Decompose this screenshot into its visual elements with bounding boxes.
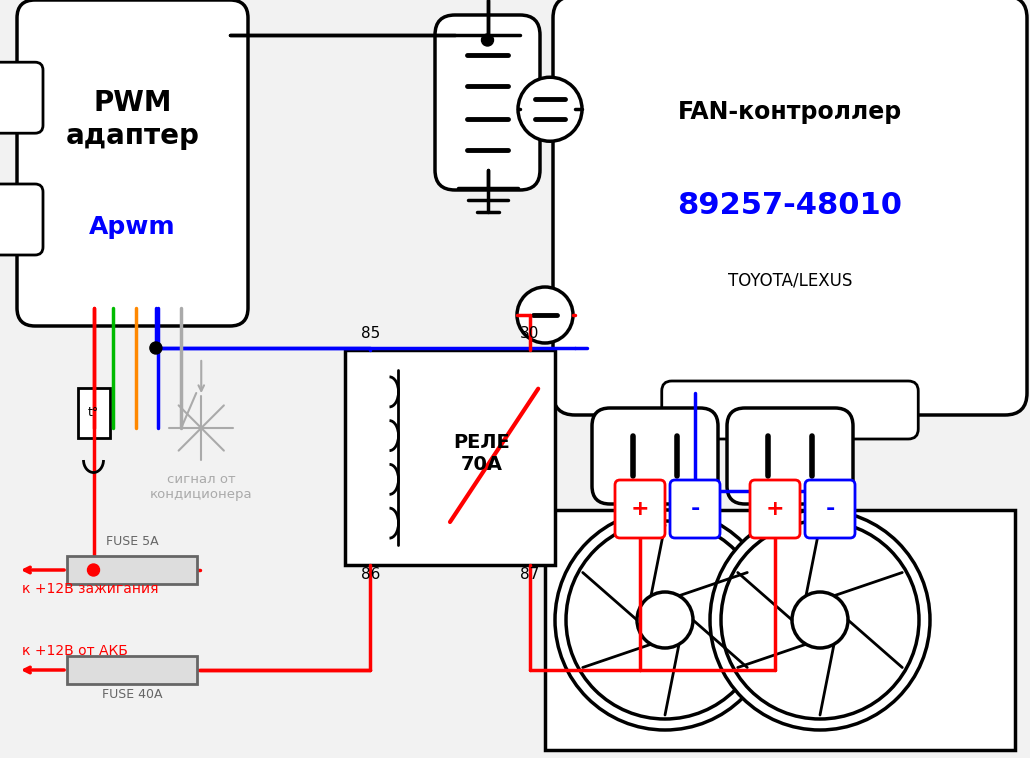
Circle shape — [150, 342, 162, 354]
Circle shape — [481, 34, 493, 46]
Circle shape — [710, 510, 930, 730]
Circle shape — [517, 287, 573, 343]
Text: TOYOTA/LEXUS: TOYOTA/LEXUS — [728, 271, 852, 290]
Text: к +12В от АКБ: к +12В от АКБ — [22, 644, 128, 658]
FancyBboxPatch shape — [805, 480, 855, 538]
FancyBboxPatch shape — [553, 0, 1027, 415]
Circle shape — [637, 592, 693, 648]
FancyBboxPatch shape — [18, 0, 248, 326]
FancyBboxPatch shape — [661, 381, 919, 439]
Text: PWM
адаптер: PWM адаптер — [66, 89, 200, 149]
Bar — [67, 556, 197, 584]
Text: 89257-48010: 89257-48010 — [678, 191, 902, 220]
FancyBboxPatch shape — [435, 15, 540, 190]
FancyBboxPatch shape — [615, 480, 665, 538]
FancyBboxPatch shape — [0, 184, 43, 255]
Bar — [345, 350, 555, 565]
FancyBboxPatch shape — [727, 408, 853, 504]
Bar — [77, 388, 109, 438]
Text: 86: 86 — [360, 567, 380, 582]
Text: t°: t° — [88, 406, 99, 419]
Circle shape — [88, 564, 100, 576]
Text: +: + — [630, 499, 649, 519]
Text: FUSE 5А: FUSE 5А — [106, 535, 159, 548]
Text: к +12В зажигания: к +12В зажигания — [22, 582, 159, 596]
Circle shape — [721, 521, 919, 719]
Text: РЕЛЕ
70А: РЕЛЕ 70А — [453, 433, 510, 474]
Text: +: + — [765, 499, 784, 519]
Text: -: - — [690, 499, 699, 519]
FancyBboxPatch shape — [750, 480, 800, 538]
Text: 30: 30 — [520, 326, 540, 341]
Text: FAN-контроллер: FAN-контроллер — [678, 100, 902, 124]
Text: -: - — [825, 499, 834, 519]
Circle shape — [555, 510, 775, 730]
Circle shape — [792, 592, 848, 648]
Text: 87: 87 — [520, 567, 540, 582]
FancyBboxPatch shape — [670, 480, 720, 538]
Text: сигнал от
кондиционера: сигнал от кондиционера — [150, 473, 252, 501]
Text: FUSE 40А: FUSE 40А — [102, 688, 163, 701]
Text: Apwm: Apwm — [90, 215, 176, 239]
Bar — [545, 510, 1015, 750]
Circle shape — [518, 77, 582, 141]
FancyBboxPatch shape — [592, 408, 718, 504]
Text: 85: 85 — [360, 326, 380, 341]
Bar — [67, 656, 197, 684]
FancyBboxPatch shape — [0, 62, 43, 133]
Circle shape — [566, 521, 764, 719]
